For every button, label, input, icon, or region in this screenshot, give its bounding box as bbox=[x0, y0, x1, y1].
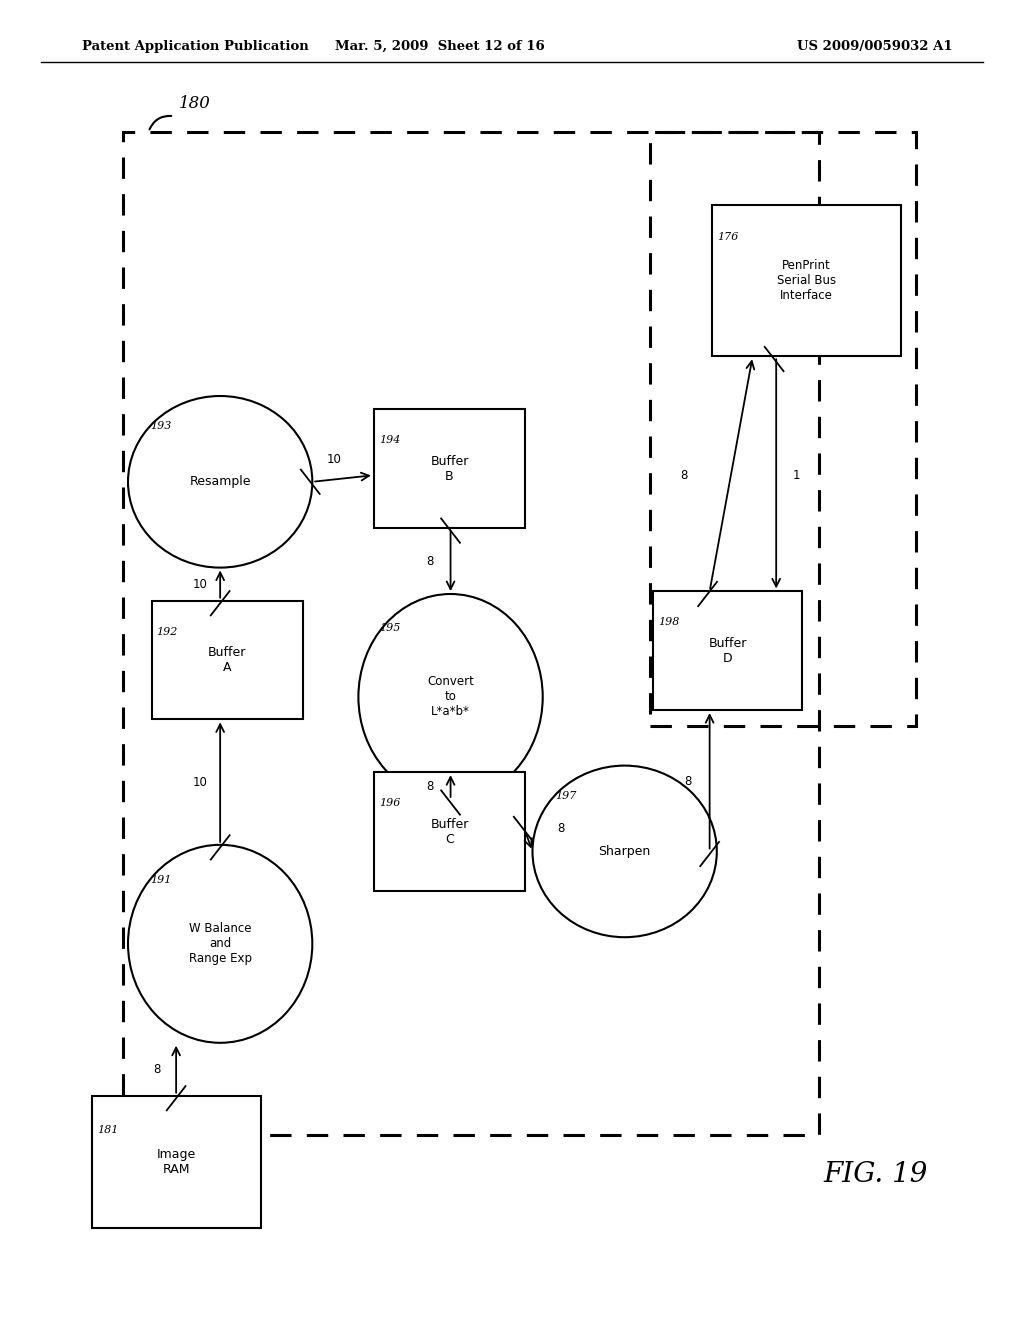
Text: Patent Application Publication: Patent Application Publication bbox=[82, 40, 308, 53]
Text: 192: 192 bbox=[157, 627, 178, 636]
Text: 8: 8 bbox=[426, 780, 434, 793]
Text: W Balance
and
Range Exp: W Balance and Range Exp bbox=[188, 923, 252, 965]
Text: FIG. 19: FIG. 19 bbox=[823, 1162, 928, 1188]
Text: 198: 198 bbox=[658, 618, 680, 627]
FancyBboxPatch shape bbox=[374, 409, 525, 528]
Text: 10: 10 bbox=[193, 578, 207, 591]
Text: 191: 191 bbox=[151, 875, 172, 886]
Ellipse shape bbox=[128, 396, 312, 568]
FancyBboxPatch shape bbox=[92, 1096, 261, 1228]
Text: Image
RAM: Image RAM bbox=[157, 1147, 197, 1176]
Text: PenPrint
Serial Bus
Interface: PenPrint Serial Bus Interface bbox=[777, 259, 836, 302]
Ellipse shape bbox=[358, 594, 543, 800]
Text: 8: 8 bbox=[153, 1063, 161, 1076]
Text: 8: 8 bbox=[426, 554, 434, 568]
Text: Mar. 5, 2009  Sheet 12 of 16: Mar. 5, 2009 Sheet 12 of 16 bbox=[336, 40, 545, 53]
Text: Buffer
B: Buffer B bbox=[430, 454, 469, 483]
Text: 176: 176 bbox=[717, 232, 738, 242]
Text: US 2009/0059032 A1: US 2009/0059032 A1 bbox=[797, 40, 952, 53]
Text: 194: 194 bbox=[379, 436, 400, 445]
FancyBboxPatch shape bbox=[653, 591, 802, 710]
Text: 193: 193 bbox=[151, 421, 172, 432]
Text: Resample: Resample bbox=[189, 475, 251, 488]
Text: 180: 180 bbox=[179, 95, 211, 112]
Text: 8: 8 bbox=[557, 822, 565, 836]
Text: 8: 8 bbox=[684, 775, 692, 788]
Text: Buffer
D: Buffer D bbox=[709, 636, 746, 665]
Ellipse shape bbox=[532, 766, 717, 937]
Text: 181: 181 bbox=[97, 1125, 119, 1135]
Text: Sharpen: Sharpen bbox=[598, 845, 651, 858]
Ellipse shape bbox=[128, 845, 312, 1043]
Text: 197: 197 bbox=[555, 791, 577, 801]
Text: 195: 195 bbox=[379, 623, 400, 634]
Text: 1: 1 bbox=[793, 469, 801, 482]
Text: 8: 8 bbox=[680, 469, 688, 482]
FancyBboxPatch shape bbox=[712, 205, 901, 356]
Text: Convert
to
L*a*b*: Convert to L*a*b* bbox=[427, 676, 474, 718]
Text: Buffer
A: Buffer A bbox=[208, 645, 247, 675]
Text: 10: 10 bbox=[327, 453, 341, 466]
Text: Buffer
C: Buffer C bbox=[430, 817, 469, 846]
Text: 196: 196 bbox=[379, 799, 400, 808]
Text: 10: 10 bbox=[193, 776, 207, 789]
FancyBboxPatch shape bbox=[374, 772, 525, 891]
FancyBboxPatch shape bbox=[152, 601, 303, 719]
